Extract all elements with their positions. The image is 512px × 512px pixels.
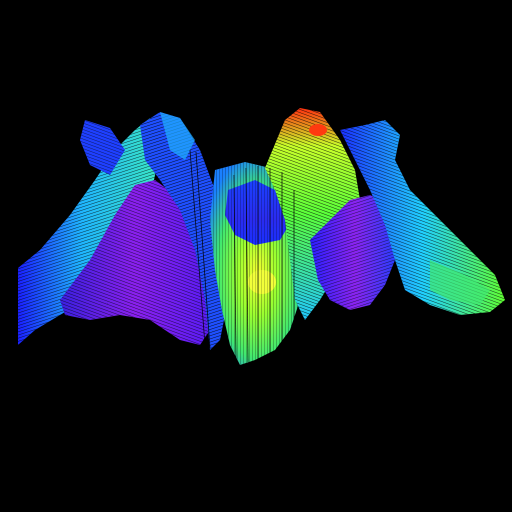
right-ridge-surface — [310, 195, 400, 310]
left-ridge-surface — [60, 180, 210, 345]
left-wing-surface — [18, 118, 160, 345]
center-surface — [210, 162, 305, 365]
wire-ribs — [189, 149, 295, 363]
right-wing-surface — [340, 120, 505, 315]
